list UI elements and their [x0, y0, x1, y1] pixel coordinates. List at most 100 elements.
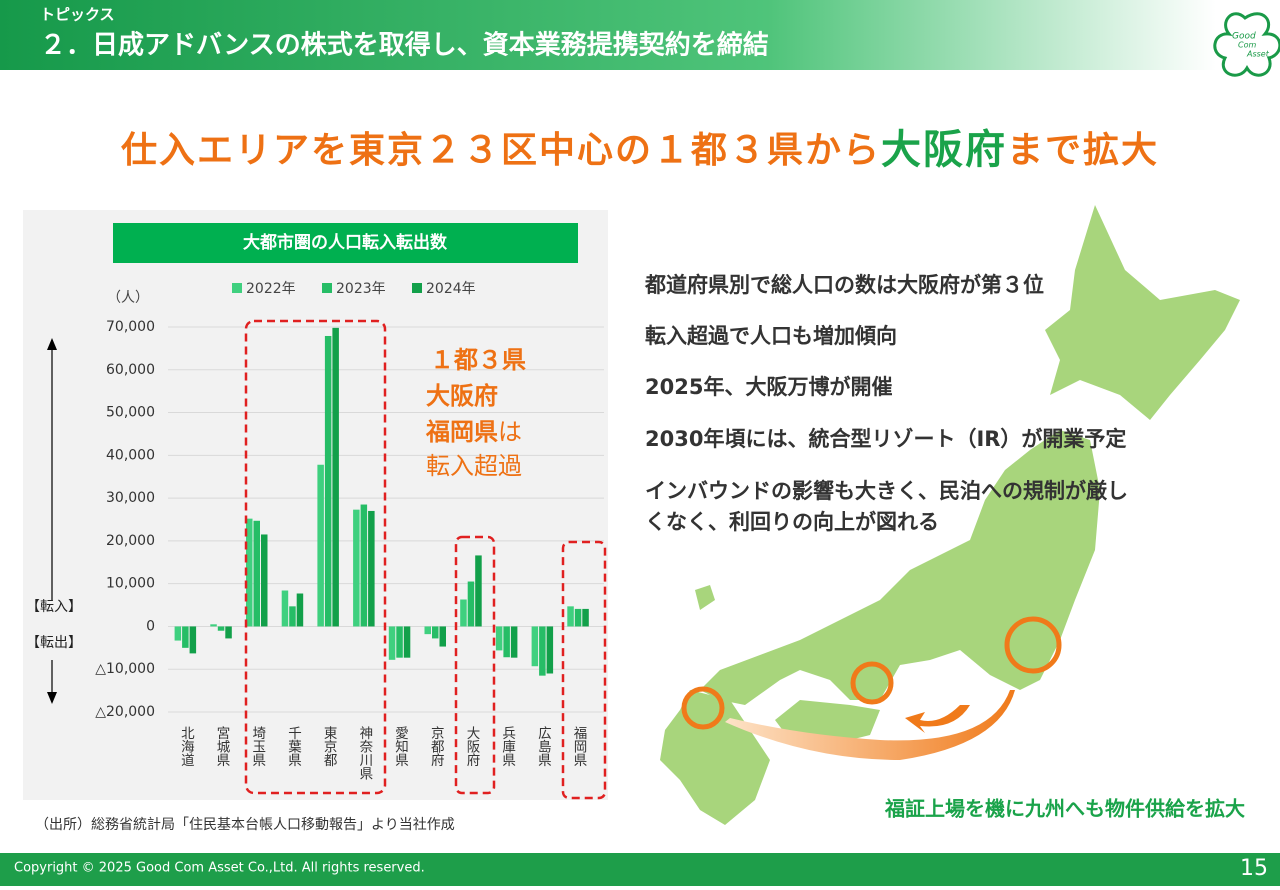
- bullet-text: インバウンドの影響も大きく、民泊への規制が厳し: [645, 479, 1128, 503]
- bar: [539, 626, 546, 676]
- x-tick-label: 京都府: [428, 726, 445, 768]
- bar: [225, 626, 232, 639]
- legend-label: 2024年: [426, 281, 476, 297]
- x-tick-label: 宮城県: [214, 726, 231, 767]
- map-circles: [681, 616, 1062, 730]
- bar: [495, 626, 503, 651]
- bullet-text: 都道府県別で総人口の数は大阪府が第３位: [644, 273, 1044, 297]
- y-tick-label: △20,000: [95, 704, 155, 720]
- headline: 仕入エリアを東京２３区中心の１都３県から大阪府まで拡大: [121, 127, 1159, 173]
- bar: [567, 606, 574, 627]
- y-tick-label: 20,000: [106, 533, 155, 549]
- bar: [388, 626, 396, 660]
- bar: [510, 626, 518, 658]
- logo-text: Com: [1238, 41, 1256, 50]
- annotation-text: 転入超過: [426, 452, 522, 480]
- bar: [360, 504, 368, 627]
- annotation-text: 大阪府: [426, 382, 498, 410]
- arrow-head: [47, 692, 57, 704]
- annotation-text: １都３県: [430, 346, 526, 374]
- bar: [432, 626, 439, 639]
- logo-text: Good: [1232, 32, 1256, 42]
- header-title: ２．日成アドバンスの株式を取得し、資本業務提携契約を締結: [40, 30, 769, 61]
- bar: [210, 624, 217, 627]
- bar: [324, 335, 332, 627]
- y-tick-label: 70,000: [106, 319, 155, 335]
- copyright: Copyright © 2025 Good Com Asset Co.,Ltd.…: [14, 861, 425, 876]
- y-tick-label: 10,000: [106, 576, 155, 592]
- page-number: 15: [1240, 856, 1268, 881]
- legend-label: 2022年: [246, 281, 296, 297]
- in-label: 【転入】: [26, 599, 82, 615]
- bar: [332, 327, 339, 627]
- bar: [531, 626, 539, 667]
- y-tick-label: 60,000: [106, 362, 155, 378]
- bar: [574, 608, 582, 627]
- x-tick-label: 広島県: [535, 726, 552, 767]
- bar: [546, 626, 554, 674]
- supply-arrow: [905, 705, 970, 733]
- chart-annotation: １都３県 大阪府 福岡県は 転入超過: [425, 346, 526, 480]
- chart-title: 大都市圏の人口転入転出数: [243, 232, 448, 253]
- logo: Good Com Asset: [1213, 12, 1280, 77]
- bullet-text: 転入超過で人口も増加傾向: [645, 324, 897, 348]
- kicker: トピックス: [40, 6, 115, 24]
- x-tick-label: 千葉県: [285, 726, 302, 767]
- x-tick-label: 北海道: [178, 726, 195, 768]
- arrow-head: [47, 338, 57, 350]
- footer-bar: [0, 853, 1280, 886]
- bar: [503, 626, 510, 658]
- annotation-text: 福岡県は: [425, 418, 522, 446]
- bar: [261, 534, 268, 627]
- bar: [182, 626, 189, 648]
- y-tick-label: 30,000: [106, 490, 155, 506]
- chart-panel: [23, 210, 608, 800]
- highlight-boxes: [244, 319, 607, 800]
- bullet-text: 2030年頃には、統合型リゾート（IR）が開業予定: [645, 427, 1126, 451]
- legend-swatch: [322, 283, 332, 293]
- out-label: 【転出】: [26, 635, 82, 651]
- x-tick-label: 兵庫県: [499, 726, 516, 767]
- bar: [317, 464, 324, 627]
- bullet-text: 2025年、大阪万博が開催: [645, 375, 892, 399]
- bar: [424, 626, 431, 635]
- legend-label: 2023年: [336, 281, 386, 297]
- y-unit: （人）: [107, 290, 149, 306]
- x-tick-label: 神奈川県: [356, 726, 373, 781]
- x-tick-label: 大阪府: [463, 726, 480, 768]
- bar: [403, 626, 411, 658]
- x-tick-label: 東京都: [321, 726, 338, 767]
- bar: [217, 626, 225, 631]
- bar: [460, 599, 467, 627]
- bar: [467, 581, 475, 627]
- bar: [353, 509, 360, 627]
- bar: [368, 510, 375, 627]
- logo-text: Asset: [1246, 50, 1270, 59]
- x-tick-label: 愛知県: [392, 726, 409, 767]
- source: （出所）総務省統計局「住民基本台帳人口移動報告」より当社作成: [35, 816, 455, 833]
- legend-swatch: [412, 283, 422, 293]
- chart-title-bar: [113, 223, 578, 263]
- y-tick-label: 50,000: [106, 405, 155, 421]
- supply-arrow: [725, 690, 1015, 760]
- bullet-text: くなく、利回りの向上が図れる: [645, 510, 939, 534]
- bar: [475, 555, 482, 627]
- bar: [396, 626, 403, 658]
- y-tick-label: △10,000: [95, 661, 155, 677]
- bar: [582, 608, 589, 627]
- legend-swatch: [232, 283, 242, 293]
- bar: [174, 626, 182, 641]
- y-tick-label: 0: [146, 618, 155, 634]
- y-tick-label: 40,000: [106, 447, 155, 463]
- bar: [296, 593, 304, 627]
- bar: [189, 626, 197, 654]
- map-caption: 福証上場を機に九州へも物件供給を拡大: [884, 797, 1245, 821]
- bar: [281, 590, 289, 627]
- x-tick-label: 福岡県: [571, 726, 588, 767]
- bar: [289, 606, 296, 627]
- x-tick-label: 埼玉県: [249, 726, 266, 767]
- bar: [253, 520, 260, 627]
- header-bar: [0, 0, 1280, 70]
